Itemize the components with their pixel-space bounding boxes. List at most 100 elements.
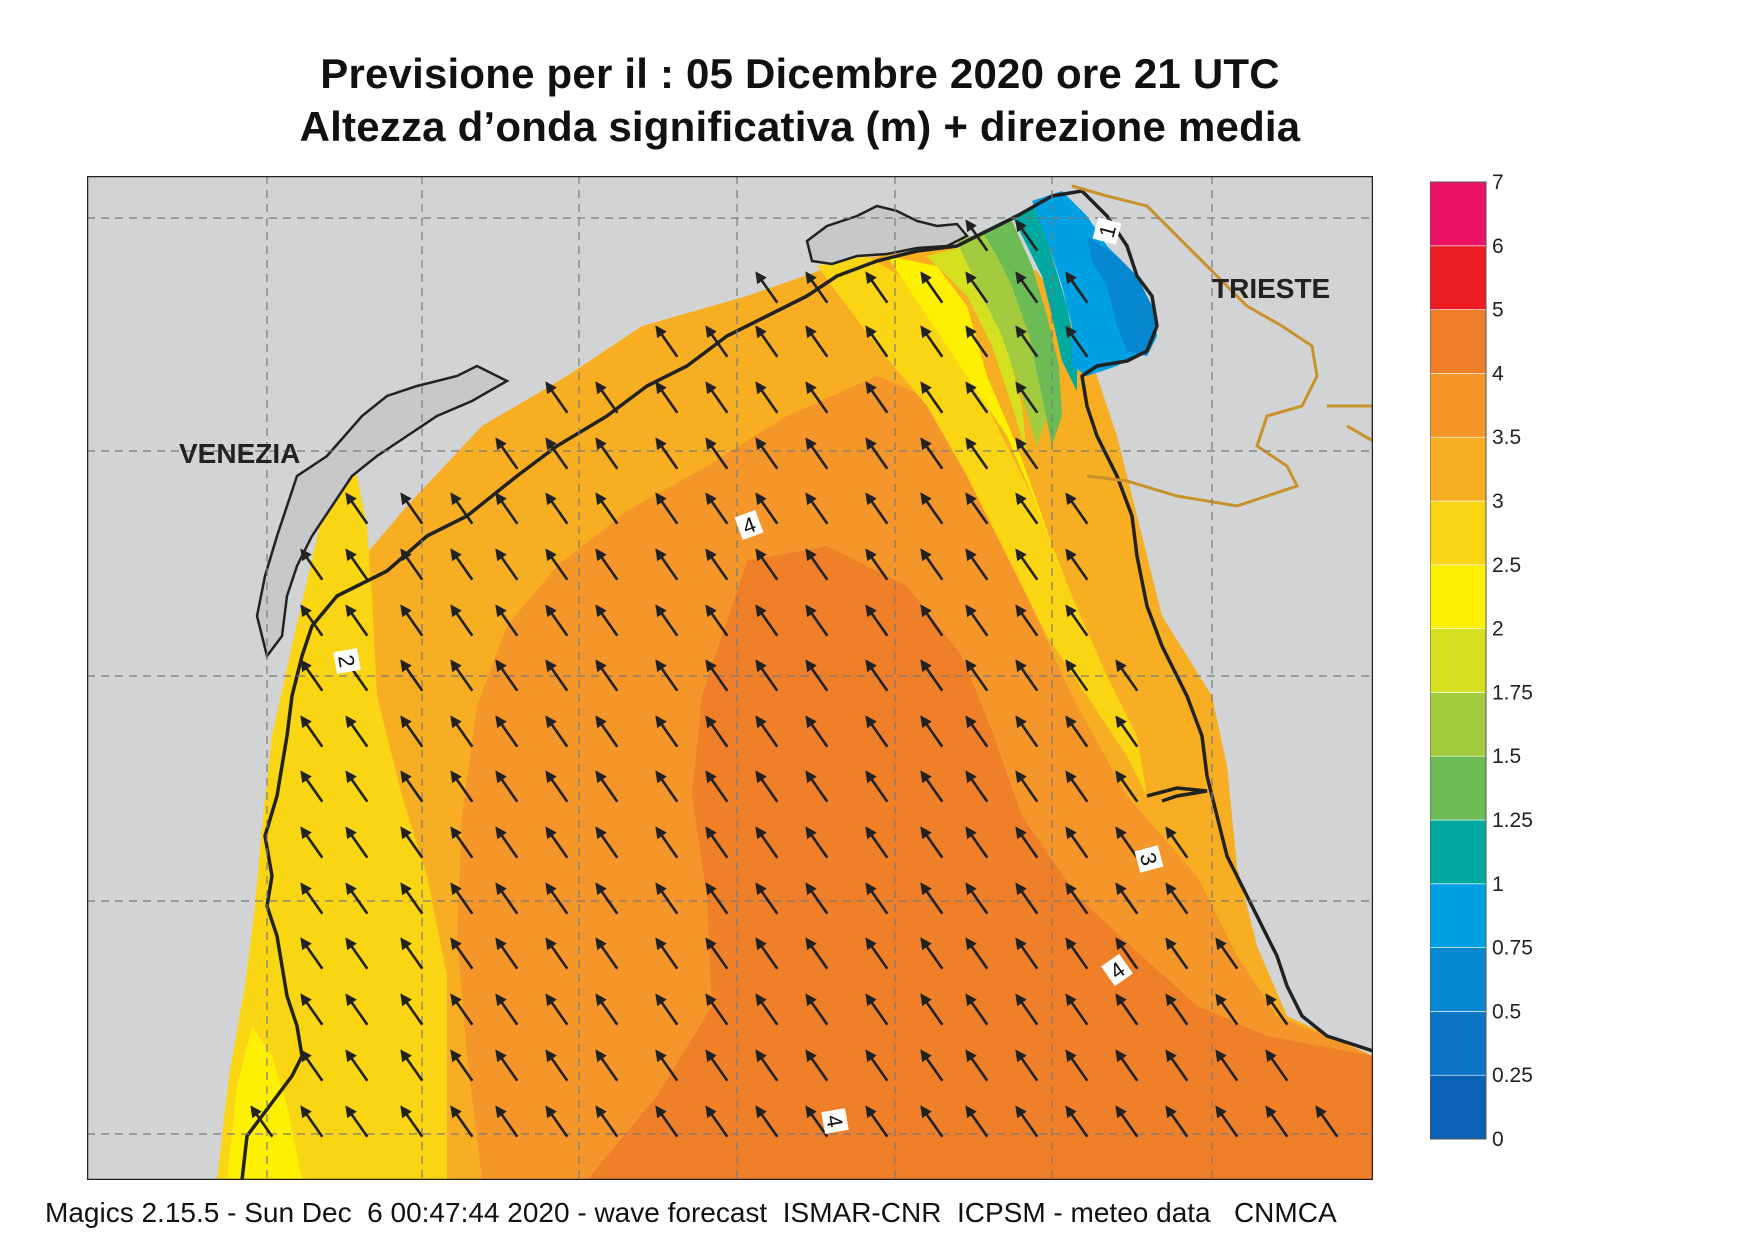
legend-label-0: 0 <box>1492 1128 1504 1151</box>
direction-arrow <box>655 325 679 358</box>
direction-arrow <box>345 548 369 581</box>
direction-arrow <box>805 548 829 581</box>
legend-box-4 <box>1430 309 1487 374</box>
legend-labels: 0 0.25 0.5 0.75 1 1.25 1.5 1.75 2 2.5 3 3.5 4 5 6 7 <box>1492 171 1533 1151</box>
direction-arrow <box>1165 826 1189 859</box>
direction-arrow <box>805 770 829 803</box>
legend-label-1.75: 1.75 <box>1492 681 1533 704</box>
direction-arrow <box>545 1049 569 1082</box>
direction-arrow <box>865 437 889 470</box>
direction-arrow <box>1115 1049 1139 1082</box>
direction-arrow <box>755 548 779 581</box>
direction-arrow <box>655 937 679 970</box>
sea-zone-1-25 <box>982 221 1062 446</box>
direction-arrow <box>495 770 519 803</box>
direction-arrow <box>300 993 324 1026</box>
legend-box-3 <box>1430 436 1487 502</box>
direction-arrow <box>1015 219 1039 252</box>
direction-arrow <box>865 937 889 970</box>
direction-arrow <box>450 659 474 692</box>
direction-arrow <box>400 604 424 637</box>
direction-arrow <box>1115 715 1139 748</box>
direction-arrow <box>920 492 944 525</box>
direction-arrow <box>545 770 569 803</box>
direction-arrow <box>865 993 889 1026</box>
legend-label-1.5: 1.5 <box>1492 745 1521 768</box>
legend-frame <box>1430 181 1487 1140</box>
direction-arrow <box>595 437 619 470</box>
direction-arrow <box>1115 937 1139 970</box>
sea-zone-2-5-east <box>817 256 1147 796</box>
direction-arrow <box>450 882 474 915</box>
direction-arrow <box>1265 1049 1289 1082</box>
graticule <box>87 176 1373 1180</box>
direction-arrow <box>920 937 944 970</box>
direction-arrow <box>655 882 679 915</box>
direction-arrow <box>495 882 519 915</box>
legend-label-7: 7 <box>1492 171 1504 194</box>
north-lagoon <box>805 204 969 266</box>
direction-arrow <box>705 770 729 803</box>
direction-arrow <box>965 659 989 692</box>
direction-arrow <box>1065 604 1089 637</box>
direction-arrow <box>865 1049 889 1082</box>
direction-arrow <box>655 659 679 692</box>
direction-arrow <box>755 325 779 358</box>
direction-arrow <box>345 1049 369 1082</box>
direction-arrow <box>545 1105 569 1138</box>
direction-arrow <box>1015 548 1039 581</box>
contour-label-1: 1 <box>1092 217 1122 245</box>
direction-arrow <box>865 715 889 748</box>
legend-label-2.5: 2.5 <box>1492 554 1521 577</box>
direction-arrow <box>1015 325 1039 358</box>
direction-arrow <box>1265 1105 1289 1138</box>
direction-arrow <box>920 882 944 915</box>
legend-label-0.25: 0.25 <box>1492 1064 1533 1087</box>
direction-arrow <box>595 604 619 637</box>
direction-arrow <box>400 937 424 970</box>
direction-arrow <box>1015 381 1039 414</box>
direction-arrow <box>920 826 944 859</box>
legend-label-3.5: 3.5 <box>1492 426 1521 449</box>
direction-arrow <box>1265 993 1289 1026</box>
direction-arrow <box>965 271 989 304</box>
direction-arrow <box>1215 1049 1239 1082</box>
direction-arrow <box>495 604 519 637</box>
legend-box-2.5 <box>1430 500 1487 566</box>
direction-arrow <box>495 1105 519 1138</box>
direction-arrow <box>1015 437 1039 470</box>
direction-arrow <box>805 492 829 525</box>
direction-arrow <box>1015 492 1039 525</box>
direction-arrow <box>1065 937 1089 970</box>
direction-arrow <box>655 1049 679 1082</box>
direction-arrow <box>965 993 989 1026</box>
direction-arrow <box>755 715 779 748</box>
direction-arrow <box>965 770 989 803</box>
direction-arrow <box>865 492 889 525</box>
wave-height-map: VENEZIA TRIESTE 1 2 3 4 4 4 <box>87 176 1373 1180</box>
direction-arrow <box>450 1049 474 1082</box>
direction-arrow <box>705 381 729 414</box>
direction-arrow <box>655 604 679 637</box>
direction-arrow <box>865 882 889 915</box>
direction-arrow <box>805 1049 829 1082</box>
direction-arrow <box>920 271 944 304</box>
direction-arrow <box>655 548 679 581</box>
direction-arrow <box>545 604 569 637</box>
svg-text:2: 2 <box>333 653 360 669</box>
direction-arrow <box>705 937 729 970</box>
direction-arrow <box>755 993 779 1026</box>
direction-arrow <box>865 548 889 581</box>
direction-arrow <box>1315 1105 1339 1138</box>
legend-label-0.75: 0.75 <box>1492 937 1533 960</box>
direction-arrow <box>805 659 829 692</box>
legend-box-2 <box>1430 564 1487 629</box>
direction-arrow <box>1065 826 1089 859</box>
direction-arrow <box>595 659 619 692</box>
direction-arrow <box>705 325 729 358</box>
direction-arrow <box>1115 659 1139 692</box>
direction-arrow <box>705 492 729 525</box>
direction-arrow <box>965 826 989 859</box>
direction-arrow <box>655 826 679 859</box>
direction-arrow <box>400 492 424 525</box>
